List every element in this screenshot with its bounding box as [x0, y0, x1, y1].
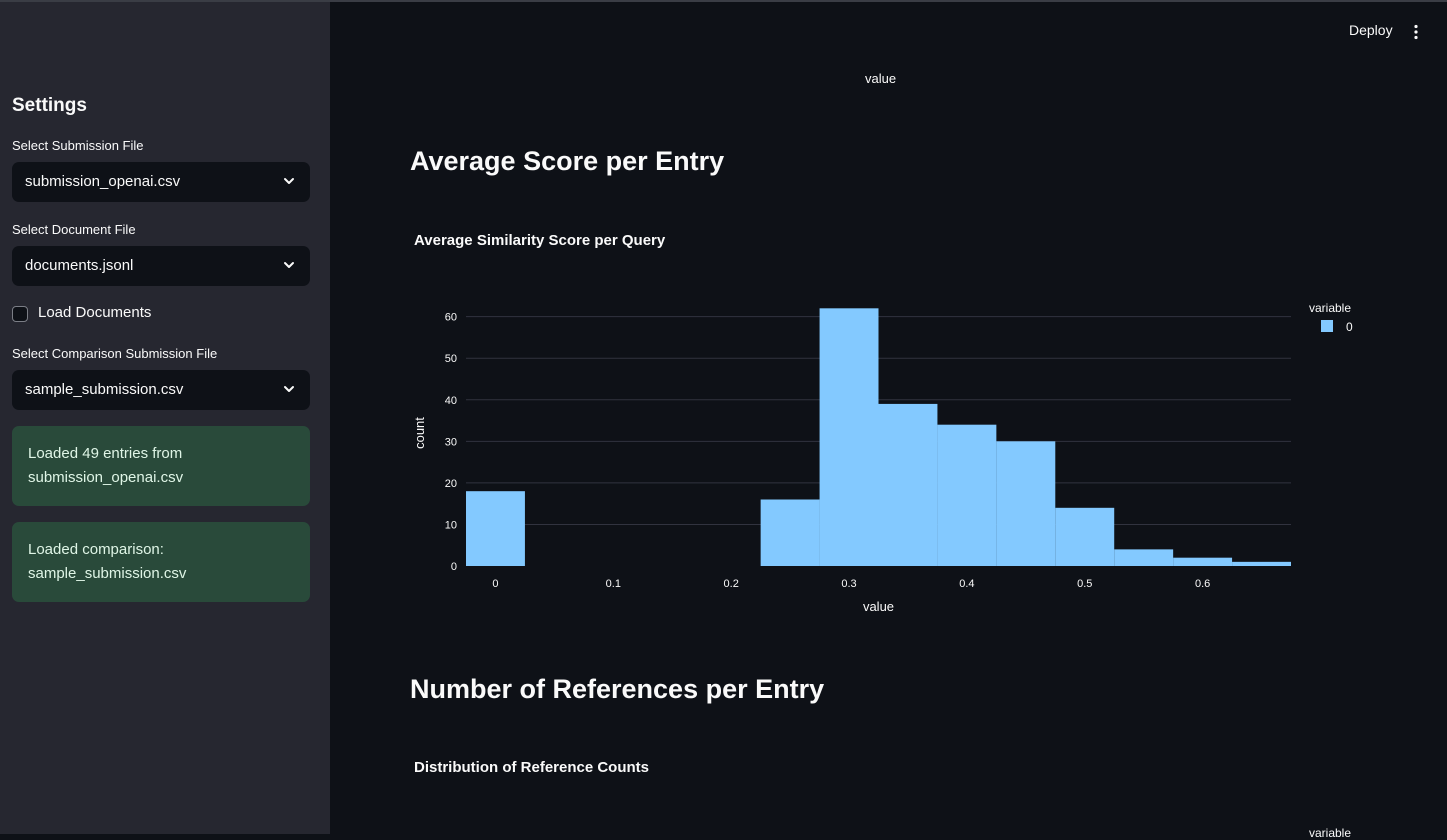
chevron-down-icon [284, 386, 294, 392]
legend-title: variable [1309, 301, 1352, 315]
document-file-value: documents.jsonl [25, 257, 134, 274]
alert-line: submission_openai.csv [28, 469, 184, 486]
deploy-button[interactable]: Deploy [1349, 22, 1393, 38]
section-title-average-score: Average Score per Entry [410, 146, 725, 176]
sidebar: Settings Select Submission File submissi… [0, 2, 330, 834]
y-tick-label: 40 [445, 395, 457, 407]
alert-line: Loaded comparison: [28, 541, 164, 558]
y-tick-label: 30 [445, 436, 457, 448]
comparison-file-select[interactable]: sample_submission.csv [12, 370, 310, 410]
histogram-bar [937, 424, 997, 566]
y-tick-label: 60 [445, 312, 457, 324]
chart-title: Average Similarity Score per Query [414, 232, 666, 249]
y-tick-label: 20 [445, 478, 457, 490]
alert-line: sample_submission.csv [28, 565, 187, 582]
histogram-bar [1232, 561, 1291, 566]
submission-file-label: Select Submission File [12, 138, 144, 153]
chart-title-reference-counts: Distribution of Reference Counts [414, 759, 650, 776]
x-tick-label: 0.1 [606, 578, 621, 590]
histogram-bar [760, 499, 820, 566]
load-documents-checkbox[interactable] [12, 306, 28, 322]
sidebar-title: Settings [12, 95, 87, 116]
y-tick-label: 10 [445, 519, 457, 531]
comparison-file-label: Select Comparison Submission File [12, 346, 218, 361]
previous-chart-x-axis-label: value [865, 71, 897, 86]
histogram-bar [878, 403, 938, 566]
alert-line: Loaded 49 entries from [28, 445, 183, 462]
histogram-chart: 0 10 20 30 40 50 60 0 0.1 0.2 0.3 0.4 0.5 0.6 value cou… [412, 308, 1291, 614]
chevron-down-icon [284, 262, 294, 268]
x-tick-label: 0 [492, 578, 498, 590]
y-tick-label: 50 [445, 353, 457, 365]
histogram-bar [819, 308, 879, 566]
x-tick-label: 0.6 [1195, 578, 1210, 590]
x-tick-label: 0.5 [1077, 578, 1092, 590]
legend-title-reference-chart: variable [1309, 826, 1352, 840]
legend-swatch[interactable] [1321, 320, 1333, 332]
window-top-border [0, 0, 1447, 2]
y-axis-title: count [412, 417, 427, 449]
histogram-bar [1173, 557, 1233, 566]
submission-file-select[interactable]: submission_openai.csv [12, 162, 310, 202]
x-tick-label: 0.3 [841, 578, 856, 590]
x-tick-label: 0.4 [959, 578, 974, 590]
x-axis-title: value [863, 599, 894, 614]
success-alert-loaded-entries: Loaded 49 entries from submission_openai… [12, 426, 310, 506]
histogram-bar [1055, 507, 1115, 566]
submission-file-value: submission_openai.csv [25, 173, 181, 190]
histogram-bar [996, 441, 1056, 566]
document-file-label: Select Document File [12, 222, 136, 237]
section-title-references: Number of References per Entry [410, 674, 825, 704]
chevron-down-icon [284, 178, 294, 184]
legend-entry-label[interactable]: 0 [1346, 320, 1353, 334]
y-tick-label: 0 [451, 561, 457, 573]
document-file-select[interactable]: documents.jsonl [12, 246, 310, 286]
histogram-bar [466, 491, 525, 566]
load-documents-label[interactable]: Load Documents [38, 304, 152, 321]
x-tick-label: 0.2 [724, 578, 739, 590]
success-alert-loaded-comparison: Loaded comparison: sample_submission.csv [12, 522, 310, 602]
histogram-bar [1114, 549, 1174, 566]
comparison-file-value: sample_submission.csv [25, 381, 184, 398]
kebab-menu-icon[interactable] [1410, 24, 1422, 40]
